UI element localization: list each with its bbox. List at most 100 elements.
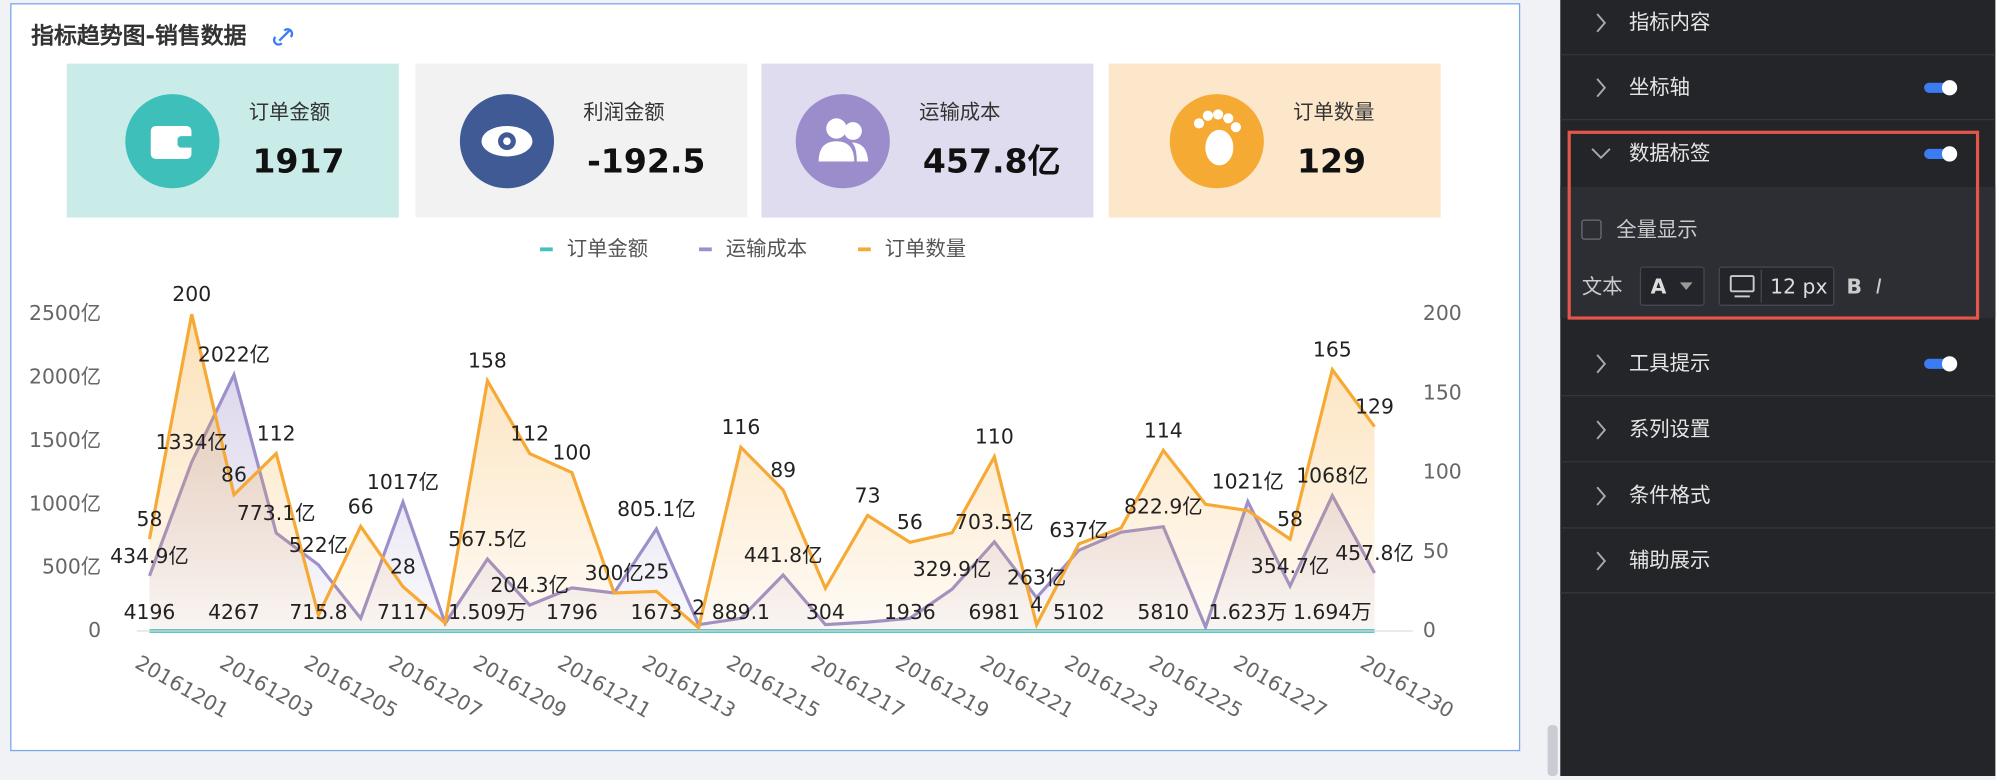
data-label: 1021亿 [1212,470,1284,494]
y2-tick-label: 50 [1423,539,1449,563]
data-label: 158 [468,349,507,373]
data-label: 204.3亿 [490,573,569,597]
data-label: 434.9亿 [110,544,189,568]
glyph [503,137,511,145]
glyph [1205,130,1233,166]
y-tick-label: 500亿 [42,555,101,579]
data-label: 5810 [1137,600,1189,624]
data-label: 703.5亿 [955,510,1034,534]
data-label: 28 [390,555,416,579]
data-label: 4196 [124,600,176,624]
data-label: 1936 [884,600,936,624]
section-label[interactable]: 条件格式 [1629,483,1710,507]
glyph [826,118,846,138]
legend-label[interactable]: 运输成本 [726,236,807,260]
data-label: 7117 [377,600,429,624]
data-label: 2 [692,596,705,620]
data-label: 1.694万 [1293,600,1372,624]
toggle-knob [1942,356,1957,371]
font-button: A [1651,275,1667,299]
glyph [1223,113,1233,123]
y2-tick-label: 150 [1423,380,1462,404]
legend-label[interactable]: 订单数量 [885,236,966,260]
glyph [1231,122,1241,132]
data-label: 2022亿 [198,343,270,367]
kpi-glyph [151,126,196,159]
data-label: 89 [770,458,796,482]
settings-panel [1560,0,1995,776]
section-label[interactable]: 系列设置 [1629,417,1710,441]
data-label: 66 [348,494,374,518]
data-label: 165 [1313,338,1352,362]
data-label: 805.1亿 [617,497,696,521]
data-label: 73 [855,483,881,507]
data-label: 112 [257,422,296,446]
data-label: 1017亿 [367,470,439,494]
kpi-value: 457.8亿 [923,141,1061,180]
data-label: 25 [643,559,669,583]
data-label: 116 [721,415,760,439]
kpi-label: 运输成本 [919,100,1000,124]
data-label: 1334亿 [156,430,228,454]
widget-title: 指标趋势图-销售数据 [31,22,246,49]
kpi-glyph [482,126,533,157]
kpi-label: 订单金额 [249,100,330,124]
italic-button[interactable]: I [1876,275,1882,299]
data-label: 329.9亿 [913,557,992,581]
option-label: 全量显示 [1616,217,1697,241]
data-label: 129 [1355,395,1394,419]
data-label: 1.509万 [448,600,527,624]
kpi-icon [796,94,890,188]
data-label: 1.623万 [1209,600,1288,624]
data-label: 6981 [968,600,1020,624]
kpi-card [1109,64,1441,218]
data-label: 4 [1030,593,1043,617]
y2-tick-label: 100 [1423,460,1462,484]
glyph [1194,118,1204,128]
y-tick-label: 2000亿 [29,365,101,389]
data-label: 304 [806,600,845,624]
data-label: 822.9亿 [1124,495,1203,519]
data-label: 1796 [546,600,598,624]
scrollbar[interactable] [1548,725,1558,776]
kpi-value: -192.5 [587,141,705,180]
data-label: 5102 [1053,600,1105,624]
data-label: 889.1 [712,600,770,624]
toggle-knob [1942,146,1957,161]
section-label[interactable]: 指标内容 [1629,10,1710,34]
data-label: 1673 [631,600,683,624]
y2-tick-label: 0 [1423,618,1436,642]
data-label: 354.7亿 [1251,554,1330,578]
kpi-label: 利润金额 [583,100,664,124]
kpi-value: 129 [1297,141,1366,180]
data-label: 263亿 [1007,566,1066,590]
section-label[interactable]: 工具提示 [1629,351,1710,375]
bold-button[interactable]: B [1847,275,1863,299]
kpi-value: 1917 [253,141,345,180]
y-tick-label: 0 [88,618,101,642]
option-label: 文本 [1582,275,1623,299]
toggle-knob [1942,80,1957,95]
kpi-card [67,64,399,218]
data-label: 567.5亿 [448,527,527,551]
data-label: 715.8 [289,600,347,624]
glyph [1203,111,1213,121]
data-label: 522亿 [289,533,348,557]
data-label: 637亿 [1049,518,1108,542]
data-label: 1068亿 [1296,464,1368,488]
kpi-label: 订单数量 [1293,100,1374,124]
data-label: 457.8亿 [1335,541,1414,565]
font-size[interactable]: 12 px [1770,275,1827,299]
legend-label[interactable]: 订单金额 [567,236,648,260]
glyph [177,136,195,147]
y2-tick-label: 200 [1423,301,1462,325]
section-label[interactable]: 辅助展示 [1629,548,1710,572]
data-label: 200 [172,282,211,306]
data-label: 58 [1277,507,1303,531]
section-label[interactable]: 数据标签 [1629,141,1710,165]
y-tick-label: 2500亿 [29,301,101,325]
section-label[interactable]: 坐标轴 [1629,75,1690,99]
data-label: 773.1亿 [237,501,316,525]
